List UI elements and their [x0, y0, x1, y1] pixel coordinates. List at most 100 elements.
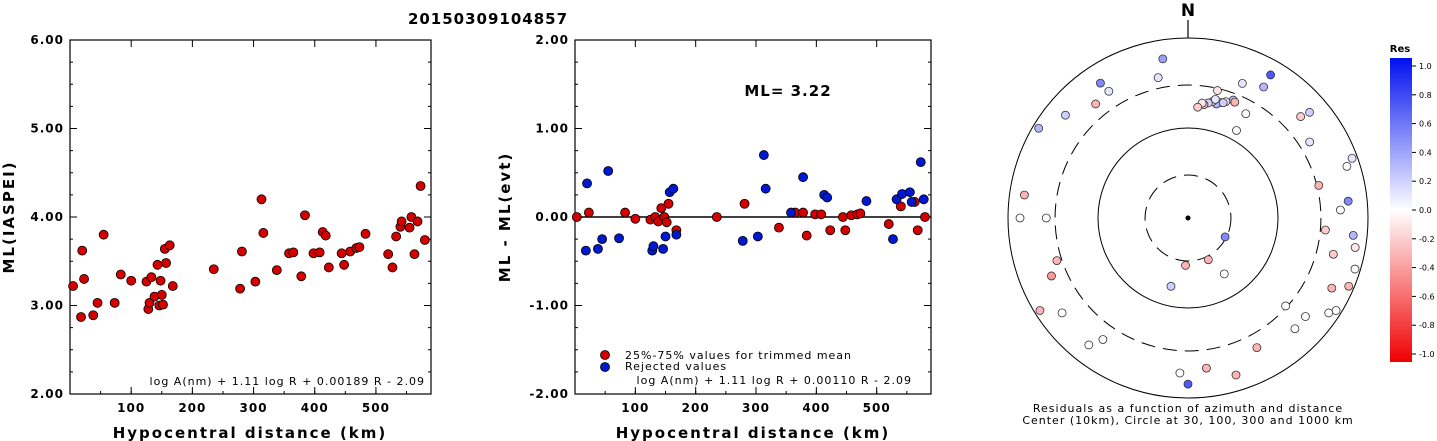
- plot1-point-red: [258, 228, 269, 238]
- plot2-point-blue: [668, 183, 679, 194]
- station-point: [1296, 112, 1306, 121]
- ring-30km: [1144, 174, 1232, 262]
- plot1-point-red: [250, 276, 261, 287]
- plot2-point-blue: [861, 196, 872, 206]
- plot1-xtick-label: 500: [362, 401, 390, 415]
- plot1-point-red: [88, 310, 99, 321]
- plot1-formula: log A(nm) + 1.11 log R + 0.00189 R - 2.0…: [150, 375, 425, 388]
- station-point: [1193, 102, 1203, 112]
- plot2-point-red: [816, 209, 827, 220]
- plot2-point-blue: [671, 229, 682, 240]
- plot2-point-blue: [658, 243, 668, 254]
- colorbar-tick-label: -1.0: [1419, 350, 1435, 359]
- station-point: [1153, 73, 1163, 83]
- legend-blue-label: Rejected values: [625, 360, 727, 373]
- plot2-ticks: -2.00 -1.00 0.00 1.00 2.00 100 200 300 400 500: [529, 33, 931, 415]
- plot1-x-axis-label: Hypocentral distance (km): [113, 424, 388, 441]
- station-point: [1327, 283, 1337, 293]
- station-point: [1035, 306, 1045, 315]
- plot2-point-blue: [918, 194, 929, 205]
- station-point: [1158, 54, 1168, 64]
- plot1-point-red: [288, 247, 299, 258]
- plot2-point-red: [798, 207, 808, 218]
- plot2-x-axis-label: Hypocentral distance (km): [616, 424, 891, 441]
- plot1-point-red: [360, 228, 371, 239]
- plot2-point-red: [912, 225, 923, 236]
- plot1-point-red: [237, 246, 247, 257]
- colorbar-title: Res: [1390, 44, 1410, 55]
- plot1-point-red: [109, 297, 120, 308]
- station-point: [1091, 99, 1101, 109]
- station-point: [1266, 70, 1275, 80]
- station-point: [1202, 363, 1211, 373]
- plot2-ytick-label: 0.00: [535, 210, 569, 224]
- station-point: [1061, 110, 1070, 120]
- plot2-ytick-label: 1.00: [535, 122, 569, 136]
- plot2-point-blue: [737, 235, 748, 246]
- colorbar-tick-label: 0.8: [1419, 91, 1432, 100]
- station-residual-points: [1015, 54, 1360, 389]
- plot2-point-red: [711, 212, 722, 222]
- plot1-point-red: [164, 240, 175, 251]
- map-caption-line2: Center (10km), Circle at 30, 100, 300 an…: [1022, 414, 1353, 427]
- plot2-point-blue: [798, 172, 808, 183]
- plot1-point-red: [156, 289, 167, 300]
- station-point: [1219, 269, 1229, 279]
- plot1-point-red: [271, 265, 282, 276]
- colorbar-tick-label: -0.6: [1419, 292, 1435, 301]
- plot1-point-red: [383, 249, 394, 260]
- plot2-point-blue: [888, 234, 898, 245]
- station-point: [1301, 312, 1310, 321]
- station-point: [1336, 205, 1345, 215]
- plot2-xtick-label: 100: [621, 401, 649, 415]
- station-point: [1220, 232, 1230, 242]
- plot2-point-red: [739, 198, 750, 209]
- station-point: [1041, 213, 1051, 223]
- plot1-point-red: [98, 229, 109, 240]
- station-point: [1104, 86, 1114, 96]
- epicenter-marker: [1185, 215, 1191, 221]
- station-point: [1181, 261, 1190, 270]
- residual-colorbar: Res 1.0 0.8 0.6 0.4 0.2 0.0 -0.2 -0.4 -0.6 -0.8 -1…: [1390, 44, 1435, 362]
- plot2-point-blue: [758, 150, 769, 160]
- azimuth-residual-map: N Residuals as a function of azimuth and…: [1007, 1, 1369, 427]
- figure-title: 20150309104857: [408, 10, 568, 28]
- plot2-xtick-label: 400: [802, 401, 830, 415]
- station-point: [1166, 281, 1176, 291]
- plot1-point-red: [323, 262, 334, 273]
- plot2-point-red: [825, 225, 836, 236]
- plot2-formula: log A(nm) + 1.11 log R + 0.00110 R - 2.0…: [637, 374, 912, 387]
- plot1-point-red: [126, 275, 137, 286]
- plot1-frame: [69, 39, 432, 395]
- plot2-point-red: [920, 212, 930, 222]
- station-point: [1344, 281, 1354, 291]
- plot1-ytick-label: 5.00: [30, 122, 64, 136]
- plot2-point-red: [620, 207, 630, 218]
- plot1-point-red: [336, 248, 347, 259]
- plot1-point-red: [146, 272, 157, 283]
- station-point: [1183, 379, 1193, 389]
- plot1-point-red: [256, 194, 267, 205]
- station-point: [1175, 368, 1185, 378]
- plot1-xtick-label: 300: [240, 401, 268, 415]
- plot2-xtick-label: 200: [682, 401, 710, 415]
- ring-1000km: [1007, 37, 1369, 399]
- station-point: [1305, 137, 1315, 147]
- station-point: [1350, 243, 1360, 252]
- plot1-point-red: [158, 299, 168, 310]
- plot1-xtick-label: 200: [178, 401, 206, 415]
- plot2-point-red: [895, 201, 906, 212]
- plot2-point-red: [801, 230, 812, 241]
- plot1-point-red: [76, 312, 86, 322]
- plot1-point-red: [155, 275, 166, 286]
- colorbar-tick-label: -0.4: [1419, 264, 1435, 273]
- plot1-point-red: [412, 216, 423, 227]
- station-point: [1098, 335, 1108, 344]
- station-point: [1343, 196, 1353, 206]
- plot2-point-red: [774, 222, 784, 233]
- station-point: [1210, 94, 1220, 104]
- colorbar-tick-label: 0.4: [1419, 148, 1432, 157]
- plot2-point-red: [840, 225, 851, 236]
- plot1-point-red: [152, 259, 163, 270]
- plot1-point-red: [387, 262, 398, 273]
